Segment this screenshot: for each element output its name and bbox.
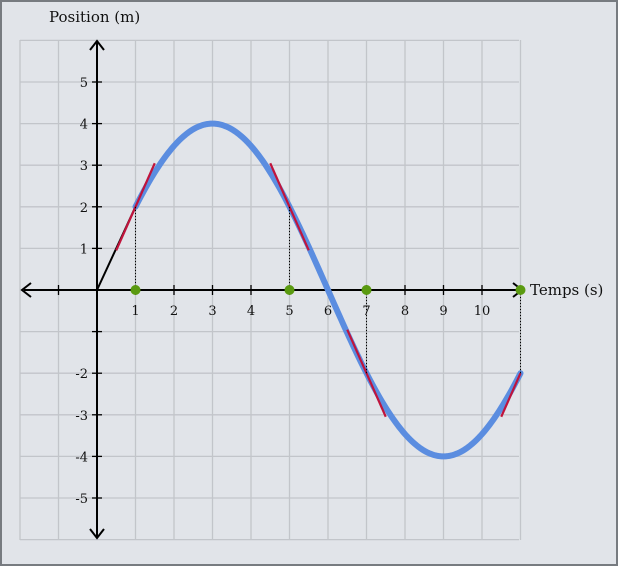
y-axis-title: Position (m) — [49, 8, 140, 26]
y-axis-down-arrow — [89, 528, 105, 540]
x-axis-title: Temps (s) — [530, 281, 603, 299]
x-tick-label: 9 — [439, 304, 447, 319]
tangent-line — [500, 372, 522, 418]
sine-curve — [132, 120, 524, 460]
tangent-line — [269, 162, 310, 251]
y-tick-label: -5 — [75, 492, 88, 507]
x-axis-left-arrow — [20, 282, 32, 298]
y-tick-label: 3 — [80, 159, 88, 174]
marked-point — [361, 285, 372, 295]
x-tick-label: 5 — [285, 304, 293, 319]
y-tick-label: 2 — [80, 201, 88, 216]
tangent-line — [115, 162, 156, 251]
drop-lines — [135, 206, 521, 374]
y-tick-label: -2 — [75, 367, 88, 382]
x-tick-label: 10 — [474, 304, 491, 319]
y-tick-label: 4 — [80, 118, 88, 133]
y-tick-label: 5 — [80, 76, 88, 91]
sine-curve-path — [132, 120, 524, 460]
x-tick-label: 2 — [170, 304, 178, 319]
x-tick-label: 6 — [324, 304, 332, 319]
x-tick-label: 1 — [131, 304, 139, 319]
marked-points — [130, 285, 526, 295]
x-tick-label: 3 — [208, 304, 216, 319]
marked-point — [130, 285, 141, 295]
marked-point — [284, 285, 295, 295]
x-tick-label: 8 — [401, 304, 409, 319]
x-tick-label: 4 — [247, 304, 255, 319]
y-tick-label: -4 — [75, 450, 88, 465]
y-tick-label: 1 — [80, 242, 88, 257]
y-tick-label: -3 — [75, 409, 88, 424]
y-axis-up-arrow — [89, 39, 105, 51]
marked-point — [515, 285, 526, 295]
tick-labels: 1 2 3 4 5 6 7 8 9 10 5 4 3 2 1 -2 -3 -4 -5 — [75, 76, 490, 507]
x-tick-label: 7 — [362, 304, 370, 319]
